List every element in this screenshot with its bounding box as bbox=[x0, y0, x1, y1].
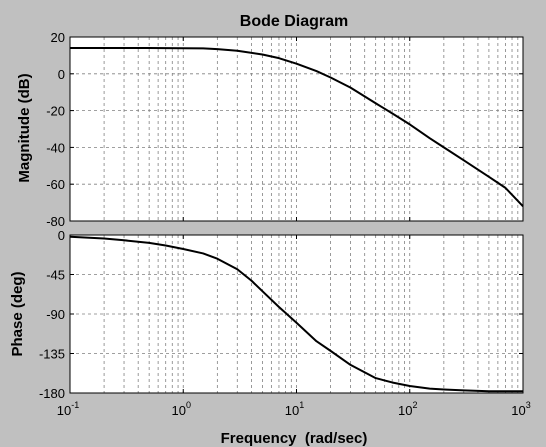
magnitude-tick-label: -80 bbox=[46, 214, 65, 229]
magnitude-axis-label: Magnitude (dB) bbox=[16, 73, 33, 182]
magnitude-tick-label: -20 bbox=[46, 104, 65, 119]
magnitude-tick-label: -40 bbox=[46, 140, 65, 155]
magnitude-tick-label: 20 bbox=[51, 30, 65, 45]
x-tick-label: 102 bbox=[398, 400, 417, 418]
phase-tick-label: 0 bbox=[58, 228, 65, 243]
magnitude-tick-label: -60 bbox=[46, 177, 65, 192]
chart-title: Bode Diagram bbox=[240, 13, 348, 30]
x-tick-label: 101 bbox=[285, 400, 304, 418]
magnitude-tick-label: 0 bbox=[58, 67, 65, 82]
phase-tick-label: -45 bbox=[46, 268, 65, 283]
phase-axes-box bbox=[69, 234, 524, 394]
magnitude-axes-box bbox=[69, 36, 524, 222]
magnitude-curve bbox=[70, 47, 524, 207]
phase-axis-label: Phase (deg) bbox=[9, 271, 26, 356]
x-tick-label: 103 bbox=[511, 400, 530, 418]
frequency-axis-label: Frequency (rad/sec) bbox=[221, 430, 368, 447]
phase-tick-label: -180 bbox=[39, 386, 65, 401]
phase-curve bbox=[69, 235, 523, 393]
x-tick-label: 100 bbox=[172, 400, 191, 418]
phase-tick-label: -135 bbox=[39, 347, 65, 362]
phase-tick-label: -90 bbox=[46, 307, 65, 322]
x-tick-label: 10-1 bbox=[57, 400, 79, 418]
